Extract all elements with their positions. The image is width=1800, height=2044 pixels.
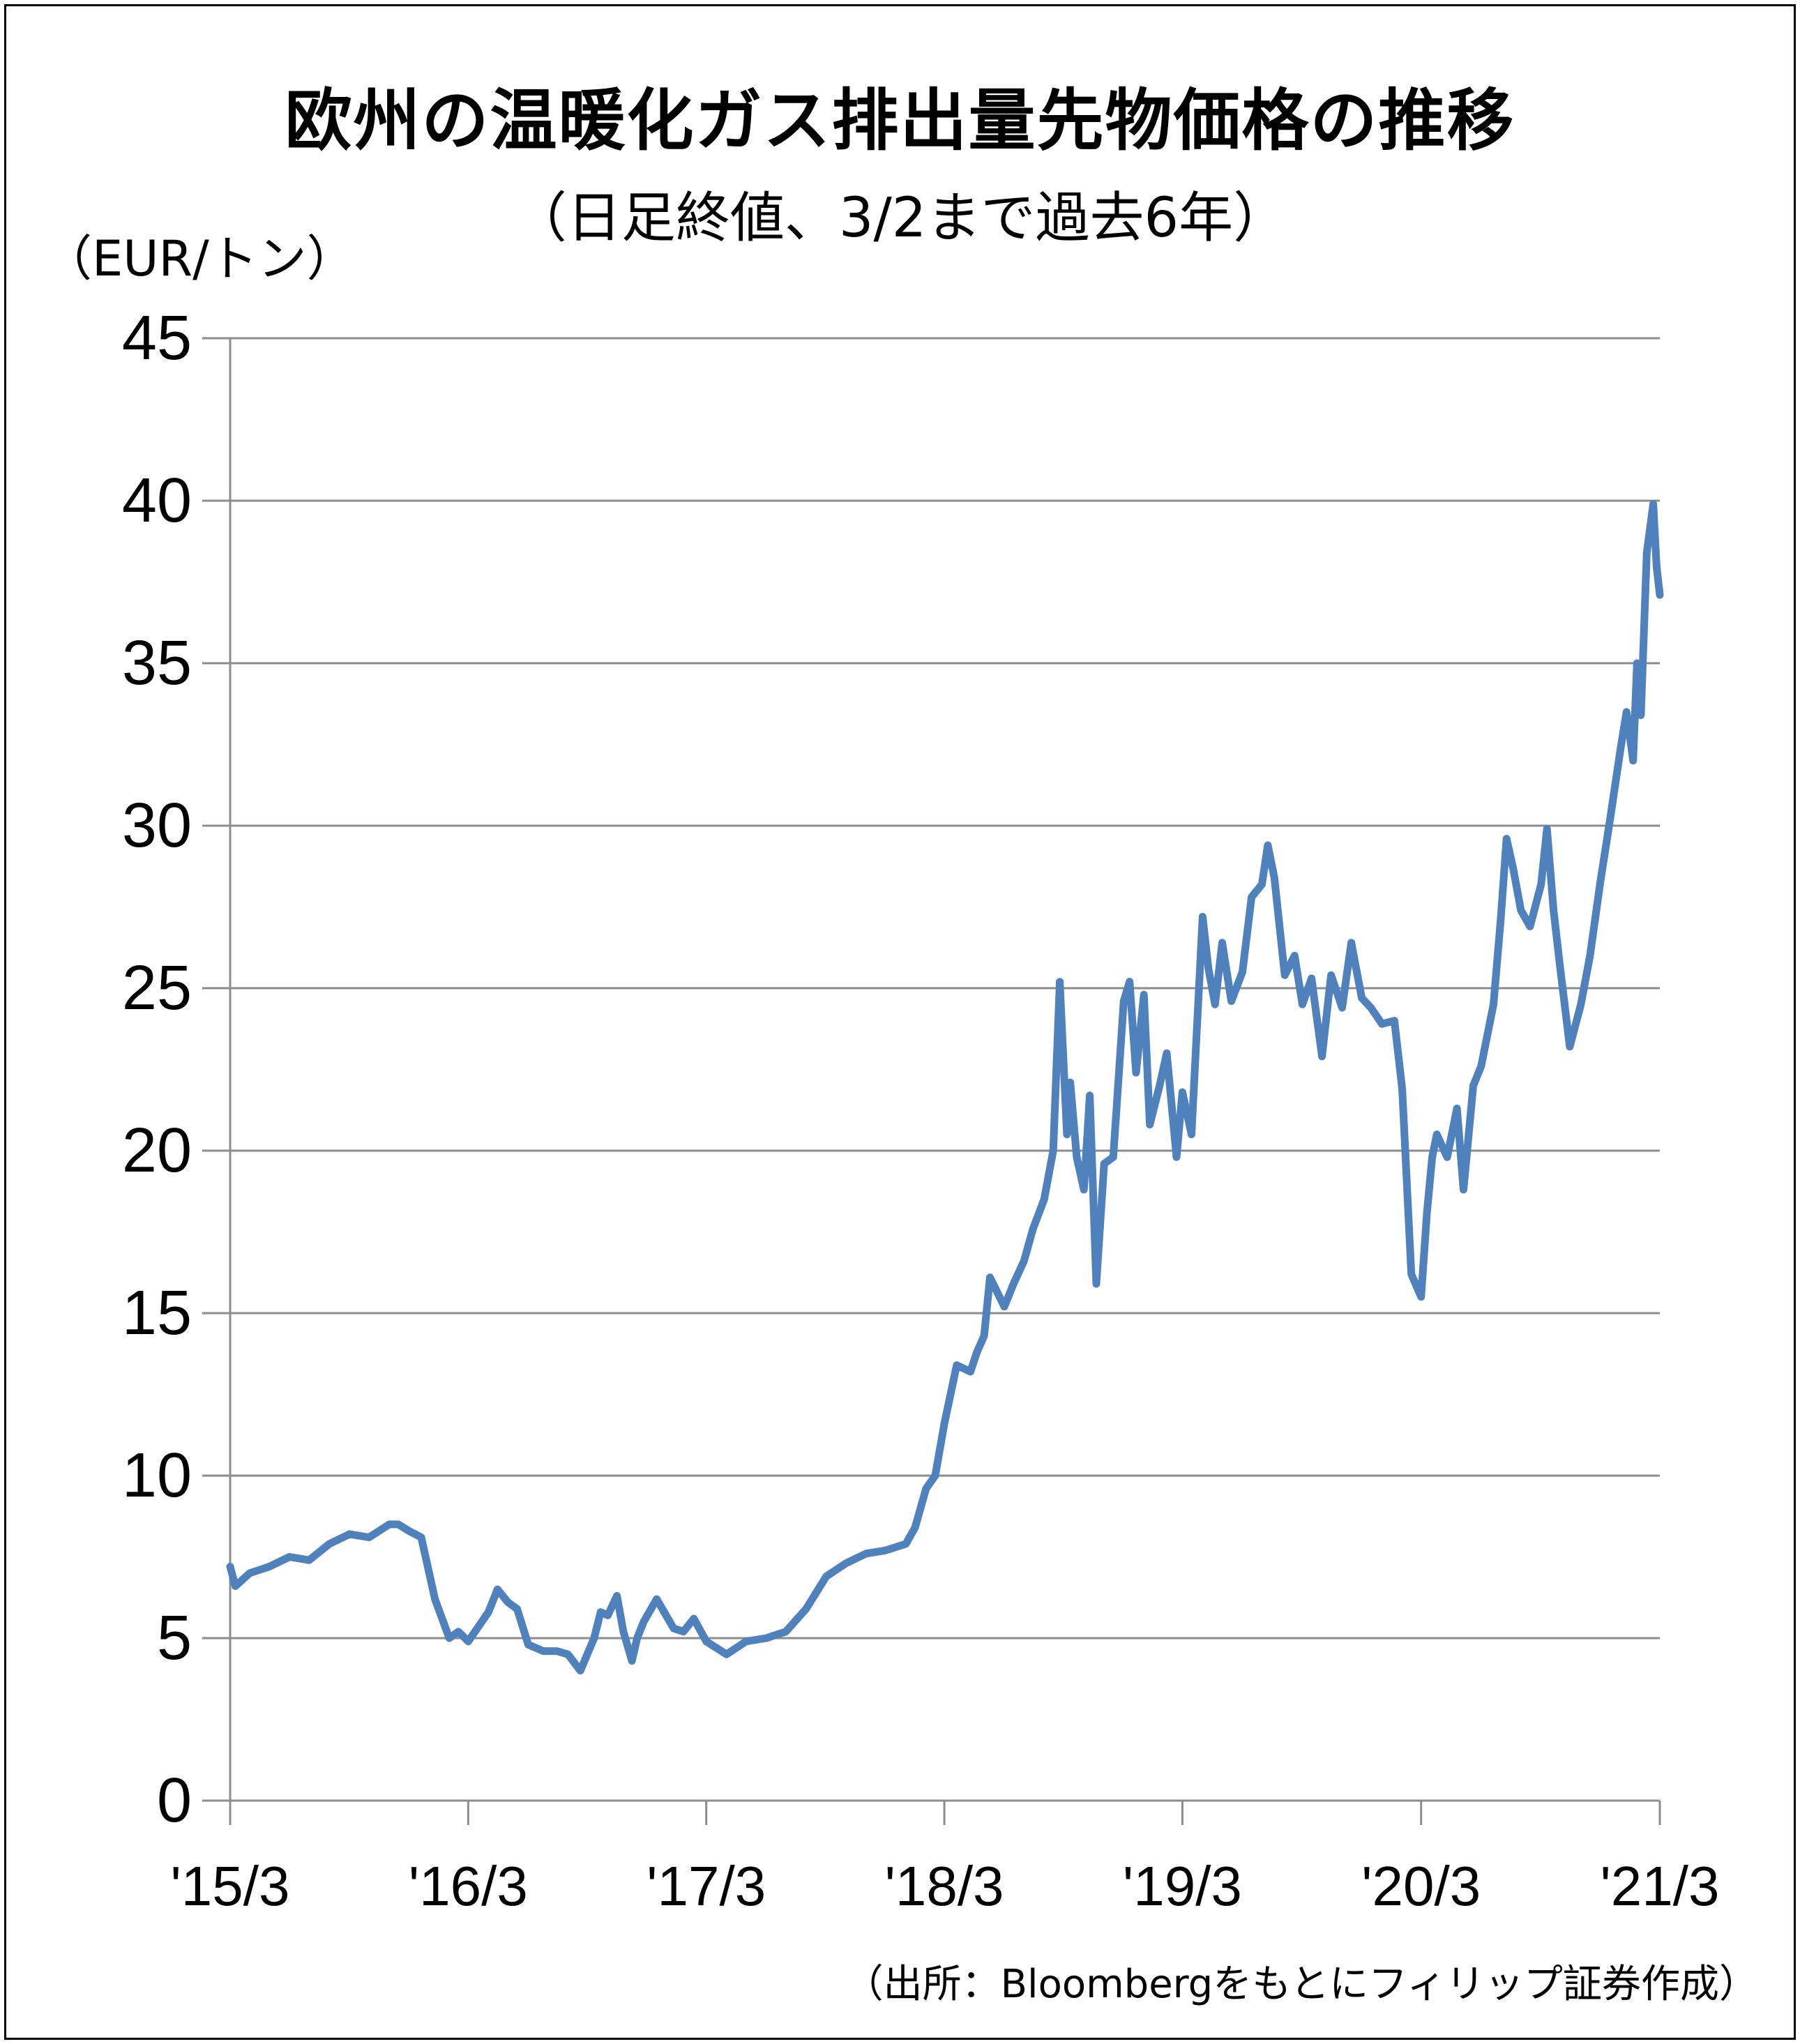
y-tick-label: 35 — [122, 628, 192, 698]
y-tick-label: 0 — [157, 1766, 192, 1835]
chart-subtitle: （日足終値、3/2まで過去6年） — [512, 187, 1288, 250]
chart-frame — [4, 4, 1796, 2040]
chart-title: 欧州の温暖化ガス排出量先物価格の推移 — [285, 82, 1515, 160]
price-series-line — [226, 500, 1664, 1675]
y-tick-label: 5 — [157, 1603, 192, 1673]
y-tick-label: 15 — [122, 1278, 192, 1348]
y-tick-label: 30 — [122, 791, 192, 861]
source-note: （出所：Bloombergをもとにフィリップ証券作成） — [844, 1962, 1758, 2007]
y-tick-label: 40 — [122, 466, 192, 536]
y-tick-label: 10 — [122, 1441, 192, 1511]
x-tick-label: '16/3 — [409, 1855, 528, 1917]
y-tick-label: 45 — [122, 303, 192, 373]
x-tick-label: '20/3 — [1361, 1855, 1481, 1917]
x-tick-label: '18/3 — [885, 1855, 1004, 1917]
y-tick-label: 25 — [122, 953, 192, 1023]
x-tick-label: '19/3 — [1123, 1855, 1242, 1917]
x-tick-label: '21/3 — [1601, 1855, 1720, 1917]
y-tick-label: 20 — [122, 1116, 192, 1186]
x-tick-label: '17/3 — [646, 1855, 766, 1917]
x-tick-label: '15/3 — [171, 1855, 290, 1917]
y-axis-unit-label: （EUR/トン） — [43, 230, 356, 287]
